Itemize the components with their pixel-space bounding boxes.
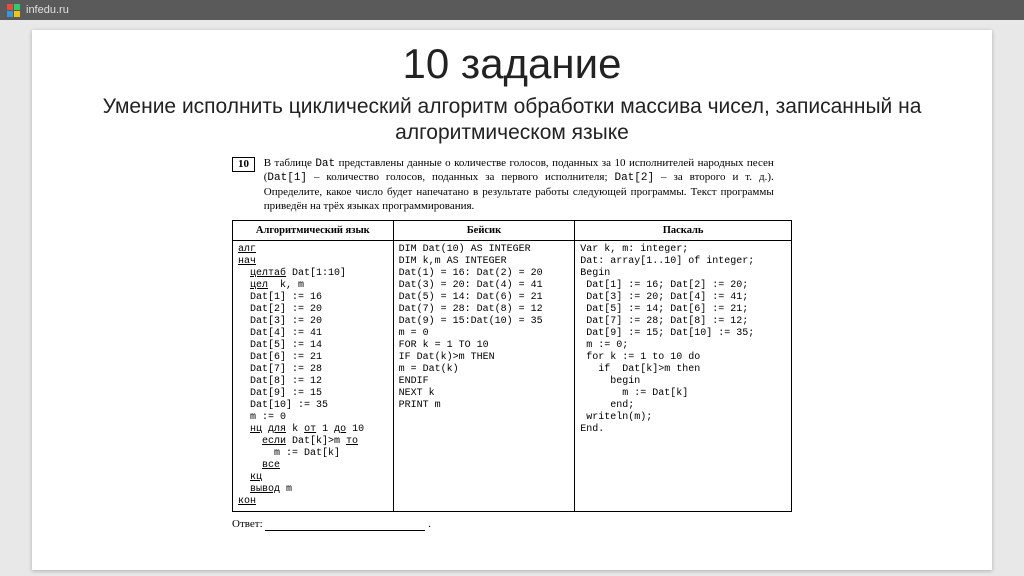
problem-text: В таблице Dat представлены данные о коли… <box>264 157 774 214</box>
code-cell-basic: DIM Dat(10) AS INTEGER DIM k,m AS INTEGE… <box>393 240 575 511</box>
col-header-2: Бейсик <box>393 220 575 240</box>
answer-blank <box>265 521 425 531</box>
problem-number: 10 <box>232 157 255 173</box>
slide: 10 задание Умение исполнить циклический … <box>32 30 992 570</box>
site-name: infedu.ru <box>26 4 69 16</box>
answer-label: Ответ: <box>232 518 263 530</box>
answer-row: Ответ: . <box>232 518 792 532</box>
code-cell-pascal: Var k, m: integer; Dat: array[1..10] of … <box>575 240 792 511</box>
top-bar: infedu.ru <box>0 0 1024 20</box>
slide-area: 10 задание Умение исполнить циклический … <box>0 20 1024 576</box>
code-table: Алгоритмический язык Бейсик Паскаль алгн… <box>232 220 792 512</box>
col-header-1: Алгоритмический язык <box>233 220 394 240</box>
code-cell-alg: алгнач целтаб Dat[1:10] цел k, m Dat[1] … <box>233 240 394 511</box>
slide-subtitle: Умение исполнить циклический алгоритм об… <box>82 94 942 147</box>
problem-block: 10 В таблице Dat представлены данные о к… <box>232 157 792 532</box>
col-header-3: Паскаль <box>575 220 792 240</box>
slide-title: 10 задание <box>82 40 942 88</box>
logo-icon <box>6 3 20 17</box>
